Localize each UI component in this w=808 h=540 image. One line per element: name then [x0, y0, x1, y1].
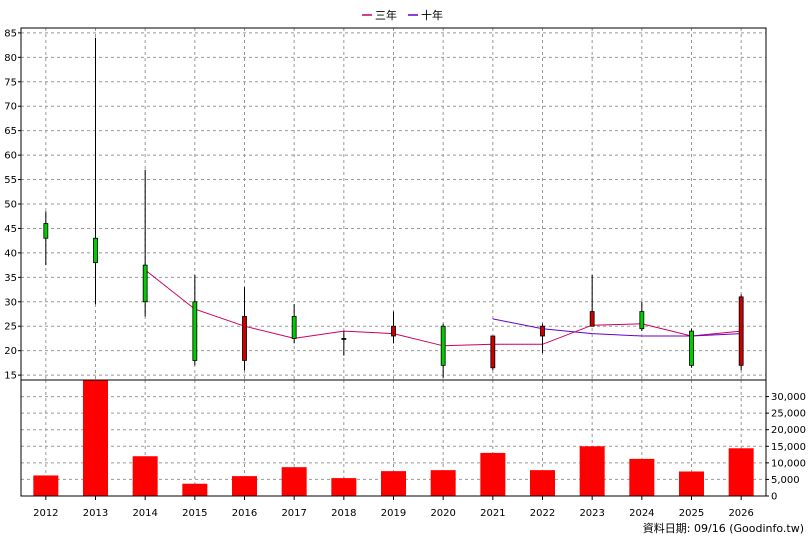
volume-bar [281, 467, 307, 496]
footer-text: 資料日期: 09/16 (Goodinfo.tw) [643, 521, 804, 535]
x-tick-label: 2019 [381, 508, 406, 519]
candle [43, 211, 49, 266]
volume-bar [381, 471, 406, 496]
candle [291, 304, 297, 344]
candle [93, 37, 98, 305]
candle-body [689, 330, 694, 366]
legend: 三年 十年 [362, 8, 443, 22]
candle [391, 311, 396, 344]
ma-line-10yr [492, 318, 742, 337]
volume-bar [480, 452, 506, 496]
candle [242, 287, 247, 371]
price-tick-label: 30 [4, 297, 17, 308]
volume-tick-label: 15,000 [771, 442, 806, 453]
candle [490, 335, 496, 371]
candle-body [93, 237, 98, 264]
volume-bar [33, 475, 59, 496]
x-tick-label: 2017 [281, 508, 306, 519]
volume-bar [83, 380, 108, 496]
price-panel: 15 20 25 30 35 40 45 50 55 60 65 70 75 80 85 [4, 27, 767, 382]
price-tick-label: 20 [4, 346, 17, 357]
candle-body [142, 264, 148, 303]
volume-bar [728, 448, 754, 496]
candle [689, 328, 694, 368]
candle-body [242, 316, 247, 361]
candle-body [639, 311, 645, 330]
legend-label-3yr: 三年 [375, 8, 397, 22]
candle-body [43, 223, 49, 239]
price-tick-label: 70 [4, 102, 17, 113]
x-tick-label: 2013 [83, 508, 108, 519]
x-tick-label: 2025 [679, 508, 704, 519]
price-tick-label: 40 [4, 248, 17, 259]
price-tick-label: 50 [4, 200, 17, 211]
volume-tick-label: 30,000 [771, 392, 806, 403]
candle-body [291, 316, 297, 339]
candle-body [341, 338, 347, 340]
volume-bar [679, 471, 704, 496]
price-tick-label: 65 [4, 126, 17, 137]
candle-body [540, 325, 545, 337]
volume-bar [530, 470, 555, 496]
candle-body [738, 296, 744, 366]
price-tick-label: 35 [4, 273, 17, 284]
volume-tick-label: 5,000 [771, 475, 800, 486]
candle [589, 274, 595, 327]
volume-tick-label: 10,000 [771, 458, 806, 469]
x-tick-label: 2018 [331, 508, 356, 519]
volume-tick-label: 20,000 [771, 425, 806, 436]
volume-bar [579, 446, 605, 496]
price-tick-label: 85 [4, 28, 17, 39]
x-tick-label: 2015 [182, 508, 207, 519]
legend-label-10yr: 十年 [421, 8, 443, 22]
x-tick-label: 2024 [629, 508, 654, 519]
x-tick-label: 2014 [132, 508, 157, 519]
x-tick-label: 2016 [232, 508, 257, 519]
price-tick-label: 15 [4, 371, 17, 382]
x-axis: 2012 2013 2014 2015 2016 2017 2018 2019 2020 2021… [33, 496, 754, 519]
price-tick-label: 80 [4, 53, 17, 64]
candle-body [391, 325, 396, 337]
candle-body [490, 335, 496, 369]
candle [341, 331, 347, 356]
candle-body [589, 311, 595, 327]
candle [540, 323, 545, 354]
x-tick-label: 2026 [728, 508, 753, 519]
volume-tick-label: 25,000 [771, 409, 806, 420]
volume-tick-label: 0 [771, 492, 777, 503]
price-tick-label: 55 [4, 175, 17, 186]
price-tick-label: 75 [4, 77, 17, 88]
x-tick-label: 2021 [480, 508, 505, 519]
candle-body [192, 301, 198, 361]
volume-bar [629, 458, 655, 496]
x-tick-label: 2020 [430, 508, 455, 519]
x-tick-label: 2023 [579, 508, 604, 519]
candle [440, 323, 446, 378]
price-tick-label: 60 [4, 151, 17, 162]
volume-bar [232, 476, 257, 496]
candle [639, 301, 645, 332]
candle [738, 294, 744, 371]
volume-bar [430, 470, 456, 496]
candle [142, 169, 148, 317]
price-tick-label: 25 [4, 322, 17, 333]
volume-bar [132, 456, 158, 496]
x-tick-label: 2012 [33, 508, 58, 519]
candle [192, 274, 198, 366]
volume-bar [182, 483, 208, 496]
candle-body [440, 325, 446, 366]
price-tick-label: 45 [4, 224, 17, 235]
volume-bar [331, 478, 357, 496]
x-tick-label: 2022 [530, 508, 555, 519]
